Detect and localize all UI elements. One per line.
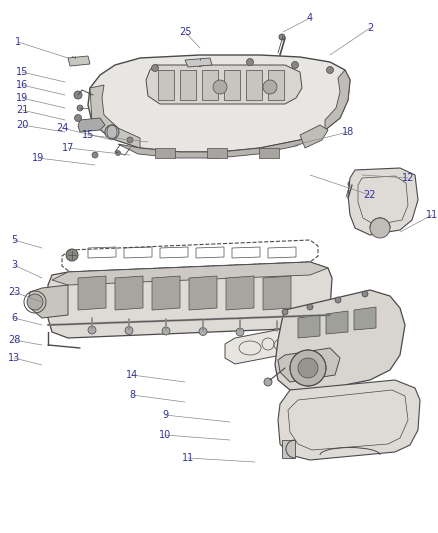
Circle shape bbox=[152, 64, 159, 71]
Circle shape bbox=[27, 294, 43, 310]
Polygon shape bbox=[90, 85, 140, 148]
Text: 3: 3 bbox=[11, 260, 17, 270]
Text: 10: 10 bbox=[159, 430, 171, 440]
Text: 14: 14 bbox=[126, 370, 138, 380]
Circle shape bbox=[197, 60, 204, 67]
Text: 23: 23 bbox=[8, 287, 20, 297]
Polygon shape bbox=[152, 276, 180, 310]
Polygon shape bbox=[275, 290, 405, 392]
Circle shape bbox=[105, 125, 119, 139]
Circle shape bbox=[273, 328, 281, 336]
Polygon shape bbox=[68, 56, 90, 66]
Circle shape bbox=[236, 328, 244, 336]
Text: 21: 21 bbox=[16, 105, 28, 115]
Circle shape bbox=[66, 249, 78, 261]
Text: 6: 6 bbox=[11, 313, 17, 323]
Circle shape bbox=[298, 358, 318, 378]
Text: 24: 24 bbox=[56, 123, 68, 133]
Circle shape bbox=[348, 181, 354, 187]
Polygon shape bbox=[146, 65, 302, 104]
Polygon shape bbox=[158, 70, 174, 100]
Polygon shape bbox=[224, 70, 240, 100]
Polygon shape bbox=[263, 276, 291, 310]
Polygon shape bbox=[52, 262, 328, 285]
Circle shape bbox=[88, 326, 96, 334]
Text: 8: 8 bbox=[129, 390, 135, 400]
Text: 28: 28 bbox=[8, 335, 20, 345]
Polygon shape bbox=[78, 118, 105, 132]
Circle shape bbox=[307, 304, 313, 310]
Circle shape bbox=[74, 115, 81, 122]
Polygon shape bbox=[354, 307, 376, 330]
Text: 2: 2 bbox=[367, 23, 373, 33]
Text: 25: 25 bbox=[179, 27, 191, 37]
Text: 18: 18 bbox=[342, 127, 354, 137]
Circle shape bbox=[292, 61, 299, 69]
Text: 22: 22 bbox=[364, 190, 376, 200]
Text: 16: 16 bbox=[16, 80, 28, 90]
Polygon shape bbox=[325, 70, 350, 130]
Polygon shape bbox=[180, 70, 196, 100]
Circle shape bbox=[199, 327, 207, 335]
Text: 11: 11 bbox=[426, 210, 438, 220]
Circle shape bbox=[116, 150, 120, 156]
Polygon shape bbox=[246, 70, 262, 100]
Circle shape bbox=[127, 137, 133, 143]
Polygon shape bbox=[326, 311, 348, 334]
Circle shape bbox=[213, 80, 227, 94]
Polygon shape bbox=[88, 55, 350, 152]
Polygon shape bbox=[202, 70, 218, 100]
Text: 19: 19 bbox=[32, 153, 44, 163]
Polygon shape bbox=[348, 168, 418, 235]
Circle shape bbox=[326, 67, 333, 74]
Text: 5: 5 bbox=[11, 235, 17, 245]
Text: 1: 1 bbox=[15, 37, 21, 47]
Text: 4: 4 bbox=[307, 13, 313, 23]
Circle shape bbox=[162, 327, 170, 335]
Text: 13: 13 bbox=[8, 353, 20, 363]
Circle shape bbox=[264, 378, 272, 386]
Circle shape bbox=[282, 309, 288, 315]
Polygon shape bbox=[155, 148, 175, 158]
Polygon shape bbox=[28, 285, 68, 318]
Circle shape bbox=[362, 291, 368, 297]
Circle shape bbox=[290, 350, 326, 386]
Circle shape bbox=[74, 91, 82, 99]
Polygon shape bbox=[268, 70, 284, 100]
Text: 17: 17 bbox=[62, 143, 74, 153]
Polygon shape bbox=[78, 276, 106, 310]
Polygon shape bbox=[298, 315, 320, 338]
Polygon shape bbox=[225, 310, 390, 364]
Text: 15: 15 bbox=[82, 130, 94, 140]
Text: 9: 9 bbox=[162, 410, 168, 420]
Polygon shape bbox=[185, 58, 212, 67]
Polygon shape bbox=[48, 262, 332, 338]
Circle shape bbox=[279, 34, 285, 40]
Polygon shape bbox=[207, 148, 227, 158]
Polygon shape bbox=[282, 440, 295, 458]
Polygon shape bbox=[300, 125, 328, 148]
Polygon shape bbox=[115, 276, 143, 310]
Circle shape bbox=[77, 105, 83, 111]
Text: 20: 20 bbox=[16, 120, 28, 130]
Circle shape bbox=[263, 80, 277, 94]
Text: 11: 11 bbox=[182, 453, 194, 463]
Circle shape bbox=[247, 59, 254, 66]
Circle shape bbox=[125, 327, 133, 335]
Polygon shape bbox=[278, 380, 420, 460]
Circle shape bbox=[370, 218, 390, 238]
Polygon shape bbox=[118, 130, 325, 158]
Text: 12: 12 bbox=[402, 173, 414, 183]
Circle shape bbox=[335, 297, 341, 303]
Text: 15: 15 bbox=[16, 67, 28, 77]
Polygon shape bbox=[226, 276, 254, 310]
Text: 19: 19 bbox=[16, 93, 28, 103]
Polygon shape bbox=[189, 276, 217, 310]
Polygon shape bbox=[278, 348, 340, 382]
Polygon shape bbox=[259, 148, 279, 158]
Circle shape bbox=[92, 152, 98, 158]
